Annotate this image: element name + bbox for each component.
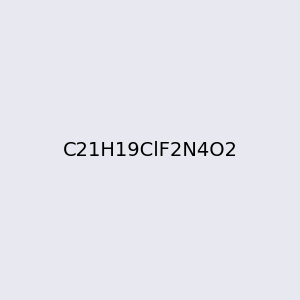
Text: C21H19ClF2N4O2: C21H19ClF2N4O2 [62,140,238,160]
